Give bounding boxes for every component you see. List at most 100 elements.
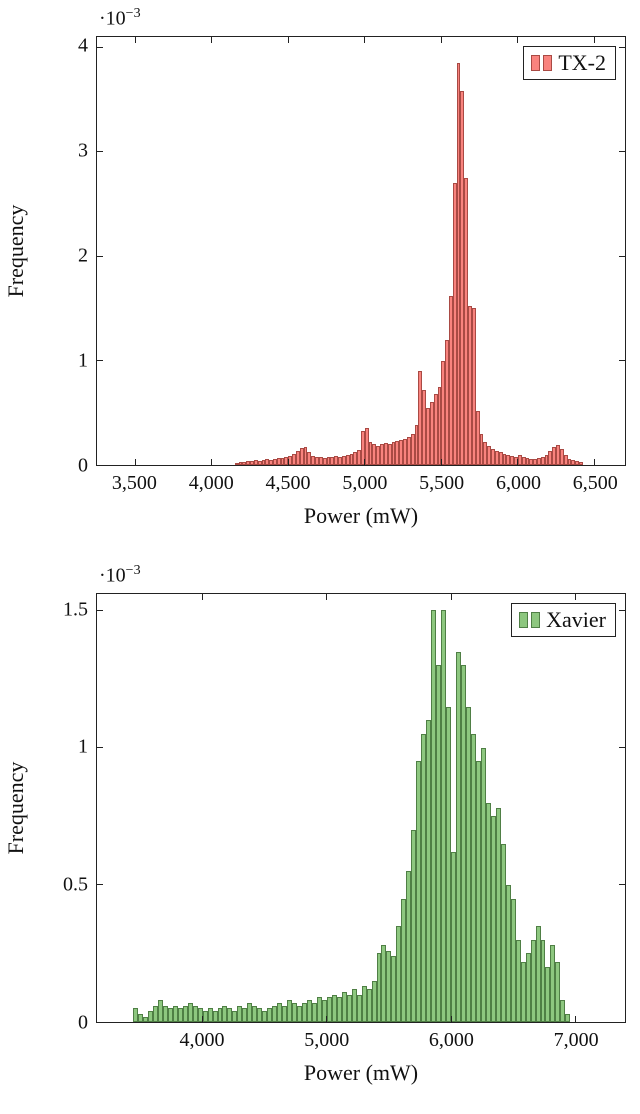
- legend-bar-swatch: [531, 55, 541, 71]
- histogram-bar: [372, 444, 377, 465]
- histogram-bar: [197, 1008, 203, 1022]
- y-tick-label: 4: [78, 34, 88, 57]
- histogram-bar: [217, 1008, 223, 1022]
- histogram-bar: [162, 1005, 168, 1022]
- legend-box: TX-2: [523, 46, 616, 80]
- multiplier-exponent: −3: [125, 6, 141, 21]
- histogram-bar: [552, 447, 557, 465]
- histogram-bar: [406, 871, 412, 1022]
- histogram-bar: [292, 1002, 298, 1022]
- histogram-bar: [429, 402, 434, 465]
- histogram-bar: [253, 459, 258, 465]
- x-tick-mark: [202, 1016, 204, 1022]
- histogram-bar: [167, 1008, 173, 1022]
- histogram-bar: [322, 457, 327, 465]
- histogram-bar: [470, 733, 476, 1022]
- histogram-bar: [505, 884, 511, 1022]
- histogram-bar: [540, 939, 546, 1022]
- histogram-bar: [301, 1002, 307, 1022]
- x-tick-label: 4,000: [188, 472, 234, 494]
- histogram-bar: [550, 945, 556, 1022]
- histogram-bar: [261, 459, 266, 465]
- y-tick-label: 0.5: [63, 873, 88, 896]
- histogram-bar: [267, 1008, 273, 1022]
- x-tick-mark: [440, 459, 442, 465]
- histogram-bar: [426, 720, 432, 1022]
- histogram-bar: [441, 360, 446, 465]
- y-tick-mark: [619, 360, 625, 362]
- histogram-bar: [391, 956, 397, 1022]
- histogram-bar: [326, 997, 332, 1022]
- x-tick-mark: [134, 37, 136, 43]
- histogram-bar: [182, 1005, 188, 1022]
- x-axis-label: Power (mW): [303, 1060, 419, 1085]
- histogram-bar: [403, 438, 407, 465]
- histogram-bar: [353, 452, 358, 465]
- y-tick-labels: 0 1 2 3 4: [26, 34, 88, 477]
- histogram-bar: [445, 339, 449, 465]
- histogram-bar: [559, 449, 564, 465]
- histogram-bar: [133, 1008, 138, 1022]
- x-tick-mark: [287, 459, 289, 465]
- histogram-bar: [280, 457, 285, 465]
- histogram-bar: [446, 706, 452, 1022]
- x-tick-label: 4,500: [265, 472, 311, 494]
- histogram-bar: [272, 1005, 278, 1022]
- x-tick-mark: [211, 37, 213, 43]
- x-tick-mark: [593, 459, 595, 465]
- histogram-bar: [311, 455, 316, 465]
- multiplier-base: ·10: [99, 7, 126, 30]
- histogram-bar: [565, 1013, 571, 1022]
- histogram-bar: [520, 961, 526, 1022]
- histogram-bar: [475, 410, 480, 465]
- x-tick-mark: [517, 459, 519, 465]
- histogram-bar: [530, 939, 536, 1022]
- histogram-bar: [222, 1005, 228, 1022]
- y-tick-label: 2: [78, 244, 88, 267]
- histogram-bar: [490, 816, 496, 1022]
- y-tick-label: 0: [78, 454, 88, 477]
- y-tick-label: 0: [78, 1011, 88, 1034]
- histogram-bar: [461, 665, 466, 1022]
- histogram-bar: [177, 1008, 183, 1022]
- histogram-bar: [483, 442, 488, 465]
- histogram-bar: [212, 1011, 218, 1022]
- histogram-bar: [515, 939, 521, 1022]
- histogram-bar: [480, 747, 486, 1022]
- histogram-bar: [331, 994, 337, 1022]
- x-tick-label: 5,000: [342, 472, 388, 494]
- y-tick-labels: 0 0.5 1 1.5: [26, 593, 88, 1033]
- histogram-bar: [292, 453, 296, 465]
- histogram-bar: [548, 451, 553, 465]
- x-tick-mark: [450, 594, 452, 600]
- histogram-bar: [311, 1002, 317, 1022]
- x-tick-label: 5,000: [304, 1029, 350, 1051]
- histogram-bar: [364, 428, 369, 465]
- histogram-bar: [529, 458, 534, 465]
- histogram-bar: [498, 452, 503, 465]
- histogram-bar: [282, 1005, 288, 1022]
- legend-bar-swatch: [531, 612, 541, 628]
- histogram-bar: [338, 456, 342, 465]
- histogram-bar: [273, 458, 277, 465]
- histogram-bar: [396, 925, 402, 1022]
- histogram-bar: [361, 986, 367, 1022]
- histogram-bar: [269, 459, 273, 465]
- histogram-bar: [237, 1005, 243, 1022]
- histogram-bar: [207, 1008, 213, 1022]
- histogram-bar: [349, 453, 354, 465]
- histogram-bar: [491, 449, 495, 465]
- xavier-histogram-chart: ·10−3 Frequency 0 0.5 1 1.5 Xavier 4,000 5,0…: [0, 557, 640, 1114]
- y-tick-label: 1.5: [63, 598, 88, 621]
- histogram-bar: [386, 950, 392, 1022]
- histogram-bar: [376, 953, 382, 1022]
- histogram-bar: [227, 1008, 233, 1022]
- x-tick-mark: [574, 1016, 576, 1022]
- histogram-bar: [137, 1013, 143, 1022]
- histogram-bar: [468, 306, 472, 465]
- y-tick-mark: [619, 255, 625, 257]
- histogram-bar: [303, 447, 308, 465]
- histogram-bar: [234, 462, 239, 465]
- y-tick-label: 3: [78, 139, 88, 162]
